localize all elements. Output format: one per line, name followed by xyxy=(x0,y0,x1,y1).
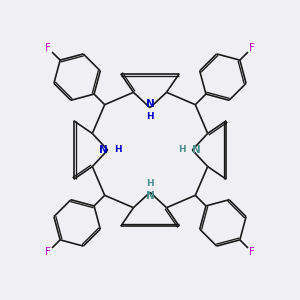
Text: F: F xyxy=(249,43,255,53)
Text: H: H xyxy=(146,112,154,121)
Text: F: F xyxy=(45,247,51,257)
Text: F: F xyxy=(249,247,255,257)
Text: H: H xyxy=(146,179,154,188)
Text: H: H xyxy=(178,146,186,154)
Text: F: F xyxy=(45,43,51,53)
Text: N: N xyxy=(192,145,201,155)
Text: N: N xyxy=(146,100,154,110)
Text: N: N xyxy=(146,190,154,200)
Text: N: N xyxy=(99,145,108,155)
Text: H: H xyxy=(114,146,122,154)
